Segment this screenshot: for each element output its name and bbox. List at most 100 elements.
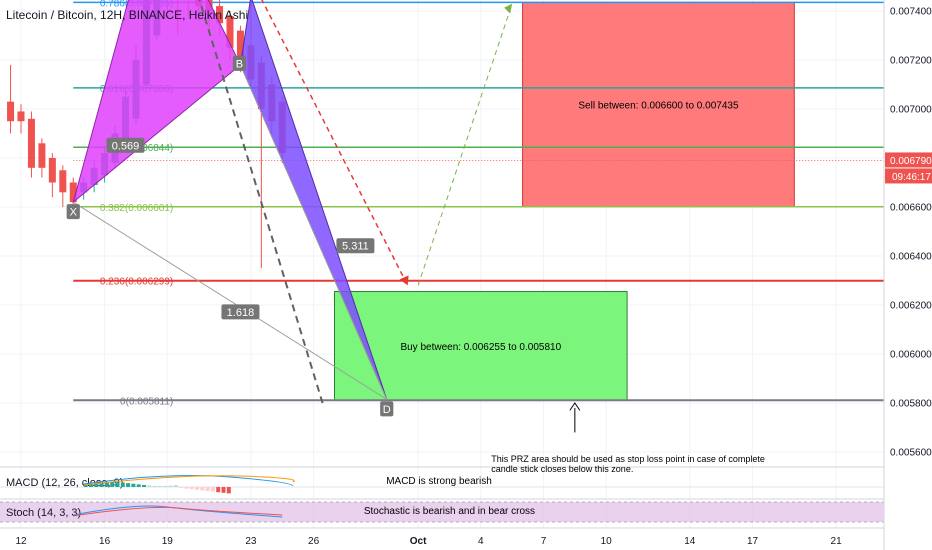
macd-hist-bar bbox=[120, 482, 125, 487]
macd-hist-bar bbox=[83, 484, 88, 487]
macd-hist-bar bbox=[94, 482, 99, 487]
x-tick-label: 7 bbox=[541, 536, 547, 547]
ratio-label-bg bbox=[221, 304, 260, 320]
macd-hist-bar bbox=[157, 485, 162, 487]
x-tick-label: 12 bbox=[15, 536, 27, 547]
macd-hist-bar bbox=[168, 485, 173, 487]
annotations: Sell between: 0.006600 to 0.007435 Buy be… bbox=[6, 8, 765, 474]
macd-signal-line bbox=[83, 475, 295, 486]
y-tick-label: 0.006400 bbox=[890, 252, 932, 263]
macd-hist-bar bbox=[179, 487, 184, 488]
y-tick-label: 0.007400 bbox=[890, 7, 932, 18]
x-tick-label: 21 bbox=[831, 536, 843, 547]
candle-body bbox=[48, 158, 56, 183]
candle-body bbox=[236, 30, 244, 60]
x-tick-label: 26 bbox=[308, 536, 320, 547]
candle-body bbox=[69, 182, 77, 203]
macd-hist-bar bbox=[205, 487, 210, 491]
price-axis-bg bbox=[884, 0, 932, 550]
macd-hist-bar bbox=[115, 482, 120, 487]
macd-hist-bar bbox=[216, 487, 221, 493]
macd-hist-bar bbox=[110, 482, 115, 487]
macd-hist-bar bbox=[200, 487, 205, 491]
fib-label: 0.382(0.006601) bbox=[100, 203, 173, 214]
candle-body bbox=[27, 118, 35, 168]
y-tick-label: 0.007200 bbox=[890, 56, 932, 67]
x-tick-label: 14 bbox=[684, 536, 696, 547]
point-label-d-bg bbox=[380, 401, 394, 417]
y-tick-label: 0.007000 bbox=[890, 105, 932, 116]
x-tick-label: 10 bbox=[601, 536, 613, 547]
macd-hist-bar bbox=[210, 487, 215, 492]
macd-label: MACD (12, 26, close, 9) bbox=[6, 477, 123, 489]
price-tag-countdown-bg bbox=[885, 168, 932, 184]
point-label-b-bg bbox=[232, 55, 247, 71]
candle-body bbox=[59, 170, 67, 193]
macd-hist-bar bbox=[195, 487, 199, 490]
macd-hist-bar bbox=[152, 485, 157, 487]
fib-label: 0.236(0.006299) bbox=[100, 277, 173, 288]
projection-dashed-green bbox=[417, 3, 513, 286]
macd-hist-bar bbox=[131, 483, 136, 487]
macd-hist-bar bbox=[189, 487, 194, 490]
sell-zone-label: Sell between: 0.006600 to 0.007435 bbox=[578, 101, 739, 112]
x-tick-label: 17 bbox=[747, 536, 759, 547]
projection-dashed-gray bbox=[198, 0, 326, 409]
ratio-label-bg bbox=[106, 137, 145, 153]
macd-hist-bar bbox=[163, 485, 168, 487]
indicator-panes: MACD (12, 26, close, 9) MACD is strong be… bbox=[0, 466, 928, 523]
macd-annotation: MACD is strong bearish bbox=[386, 476, 492, 487]
pattern-triangle-xab bbox=[72, 0, 242, 204]
y-tick-label: 0.006600 bbox=[890, 203, 932, 214]
candle-body bbox=[226, 15, 234, 48]
note-line-1: This PRZ area should be used as stop los… bbox=[491, 454, 765, 464]
macd-hist-bar bbox=[126, 483, 131, 487]
macd-hist-bar bbox=[104, 482, 109, 487]
pattern-xd-line bbox=[72, 201, 388, 400]
price-tag-bg bbox=[885, 152, 932, 168]
candle-body bbox=[17, 111, 25, 122]
point-label-x: X bbox=[70, 207, 78, 219]
y-tick-label: 0.006000 bbox=[890, 350, 932, 361]
macd-hist-bar bbox=[99, 482, 104, 487]
macd-hist-bar bbox=[221, 487, 226, 493]
x-tick-label: Oct bbox=[410, 536, 427, 547]
target-arrow-head bbox=[569, 402, 581, 411]
x-tick-label: 4 bbox=[478, 536, 484, 547]
zones bbox=[334, 1, 795, 402]
stoch-label: Stoch (14, 3, 3) bbox=[6, 507, 81, 519]
candle-body bbox=[216, 6, 224, 24]
fib-label: 0(0.005811) bbox=[120, 396, 173, 407]
chart-title: Litecoin / Bitcoin, 12H, BINANCE, Heikin… bbox=[6, 8, 248, 22]
y-tick-label: 0.005600 bbox=[890, 448, 932, 459]
arrowhead-green bbox=[504, 3, 513, 14]
macd-hist-bar bbox=[173, 485, 178, 487]
x-tick-label: 19 bbox=[162, 536, 174, 547]
sell-zone bbox=[522, 1, 795, 208]
macd-hist-bar bbox=[147, 485, 152, 487]
ratio-label-bg bbox=[336, 238, 375, 254]
stoch-annotation: Stochastic is bearish and in bear cross bbox=[364, 506, 535, 517]
pattern-bd-line bbox=[239, 64, 388, 400]
point-label-d: D bbox=[383, 404, 391, 416]
ratio-label: 1.618 bbox=[227, 307, 255, 319]
stoch-band bbox=[0, 502, 884, 522]
x-tick-label: 23 bbox=[245, 536, 257, 547]
price-tag-value: 0.006790 bbox=[890, 156, 932, 167]
arrowhead-red bbox=[399, 275, 409, 286]
x-tick-label: 16 bbox=[99, 536, 111, 547]
macd-hist-bar bbox=[89, 483, 93, 487]
macd-hist-bar bbox=[226, 487, 231, 494]
stoch-d-line bbox=[73, 506, 283, 517]
note-line-2: candle stick closes below this zone. bbox=[491, 464, 633, 474]
candle-body bbox=[38, 143, 46, 168]
ratio-label: 5.311 bbox=[342, 241, 369, 253]
buy-zone-label: Buy between: 0.006255 to 0.005810 bbox=[400, 342, 561, 353]
macd-hist-bar bbox=[136, 484, 141, 487]
point-label-x-bg bbox=[66, 204, 80, 220]
y-tick-label: 0.005800 bbox=[890, 399, 932, 410]
